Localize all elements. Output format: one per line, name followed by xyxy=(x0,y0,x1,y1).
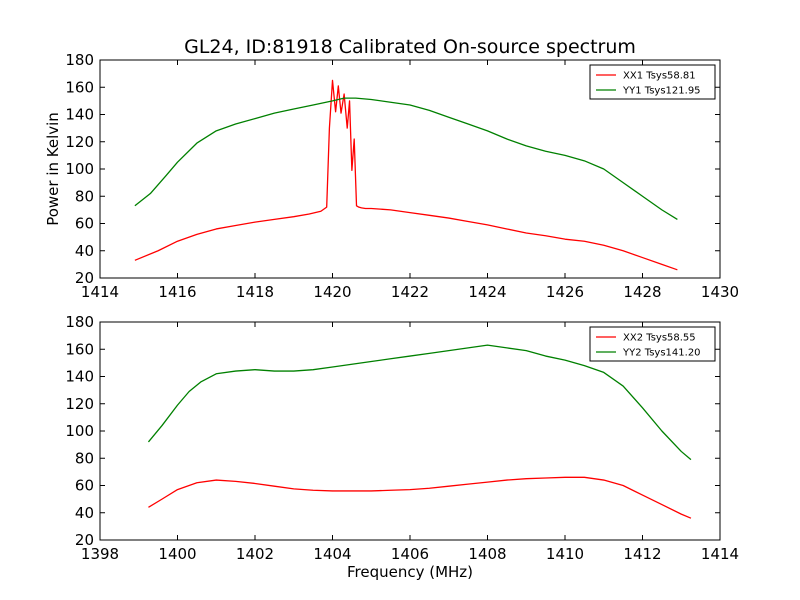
top-x-tick-label: 1430 xyxy=(701,283,739,301)
top-x-tick-label: 1426 xyxy=(546,283,584,301)
top-x-tick-label: 1418 xyxy=(236,283,274,301)
bottom-spectrum-panel: 1398 1400 1402 1404 1406 1408 1410 1412 1414 20 40… xyxy=(65,313,739,563)
bottom-axis-ticks: 1398 1400 1402 1404 1406 1408 1410 1412 1414 20 40… xyxy=(65,313,739,563)
bottom-x-tick-label: 1412 xyxy=(623,545,661,563)
top-y-tick-label: 20 xyxy=(75,269,94,287)
bottom-y-tick-label: 60 xyxy=(75,477,94,495)
bottom-y-tick-label: 160 xyxy=(65,340,94,358)
top-y-tick-label: 100 xyxy=(65,160,94,178)
top-legend-label-yy1: YY1 Tsys121.95 xyxy=(622,86,701,97)
bottom-x-tick-label: 1406 xyxy=(391,545,429,563)
top-spectrum-panel: 1414 1416 1418 1420 1422 1424 1426 1428 1430 20 40… xyxy=(65,51,739,301)
top-x-tick-label: 1416 xyxy=(158,283,196,301)
top-x-tick-label: 1420 xyxy=(313,283,351,301)
top-series-line-yy xyxy=(134,97,678,220)
top-y-tick-label: 80 xyxy=(75,187,94,205)
top-legend-label-xx1: XX1 Tsys58.81 xyxy=(623,71,696,82)
bottom-y-tick-label: 80 xyxy=(75,449,94,467)
bottom-y-tick-label: 100 xyxy=(65,422,94,440)
top-axis-ticks: 1414 1416 1418 1420 1422 1424 1426 1428 1430 20 40… xyxy=(65,51,739,301)
top-series-line-xx xyxy=(134,79,678,271)
bottom-x-tick-label: 1400 xyxy=(158,545,196,563)
top-y-tick-label: 60 xyxy=(75,215,94,233)
bottom-x-tick-label: 1414 xyxy=(701,545,739,563)
bottom-legend-box xyxy=(589,326,716,362)
top-y-tick-label: 180 xyxy=(65,51,94,69)
bottom-y-tick-label: 180 xyxy=(65,313,94,331)
bottom-plot-body xyxy=(147,344,692,519)
top-plot-body xyxy=(134,79,678,271)
top-x-tick-label: 1428 xyxy=(623,283,661,301)
top-y-axis-label: Power in Kelvin xyxy=(44,112,62,226)
bottom-x-tick-label: 1402 xyxy=(236,545,274,563)
bottom-y-tick-label: 120 xyxy=(65,395,94,413)
top-y-tick-label: 120 xyxy=(65,133,94,151)
bottom-x-tick-label: 1404 xyxy=(313,545,351,563)
top-x-tick-label: 1424 xyxy=(468,283,506,301)
top-x-tick-label: 1422 xyxy=(391,283,429,301)
top-x-tick-label: 1414 xyxy=(81,283,119,301)
bottom-legend-label-yy2: YY2 Tsys141.20 xyxy=(622,348,701,359)
bottom-series-line-xx xyxy=(148,476,692,519)
bottom-y-tick-label: 20 xyxy=(75,531,94,549)
top-y-tick-label: 160 xyxy=(65,78,94,96)
bottom-legend-label-xx2: XX2 Tsys58.55 xyxy=(623,333,696,344)
bottom-legend: XX2 Tsys58.55 YY2 Tsys141.20 xyxy=(589,326,716,362)
bottom-x-tick-label: 1398 xyxy=(81,545,119,563)
chart-title: GL24, ID:81918 Calibrated On-source spec… xyxy=(184,36,636,58)
bottom-series-line-yy xyxy=(147,344,692,461)
bottom-y-tick-label: 40 xyxy=(75,504,94,522)
top-legend-box xyxy=(589,64,716,100)
top-legend: XX1 Tsys58.81 YY1 Tsys121.95 xyxy=(589,64,716,100)
bottom-x-axis-label: Frequency (MHz) xyxy=(347,563,473,581)
top-y-tick-label: 140 xyxy=(65,106,94,124)
bottom-x-tick-label: 1410 xyxy=(546,545,584,563)
bottom-x-tick-label: 1408 xyxy=(468,545,506,563)
bottom-y-tick-label: 140 xyxy=(65,368,94,386)
top-y-tick-label: 40 xyxy=(75,242,94,260)
